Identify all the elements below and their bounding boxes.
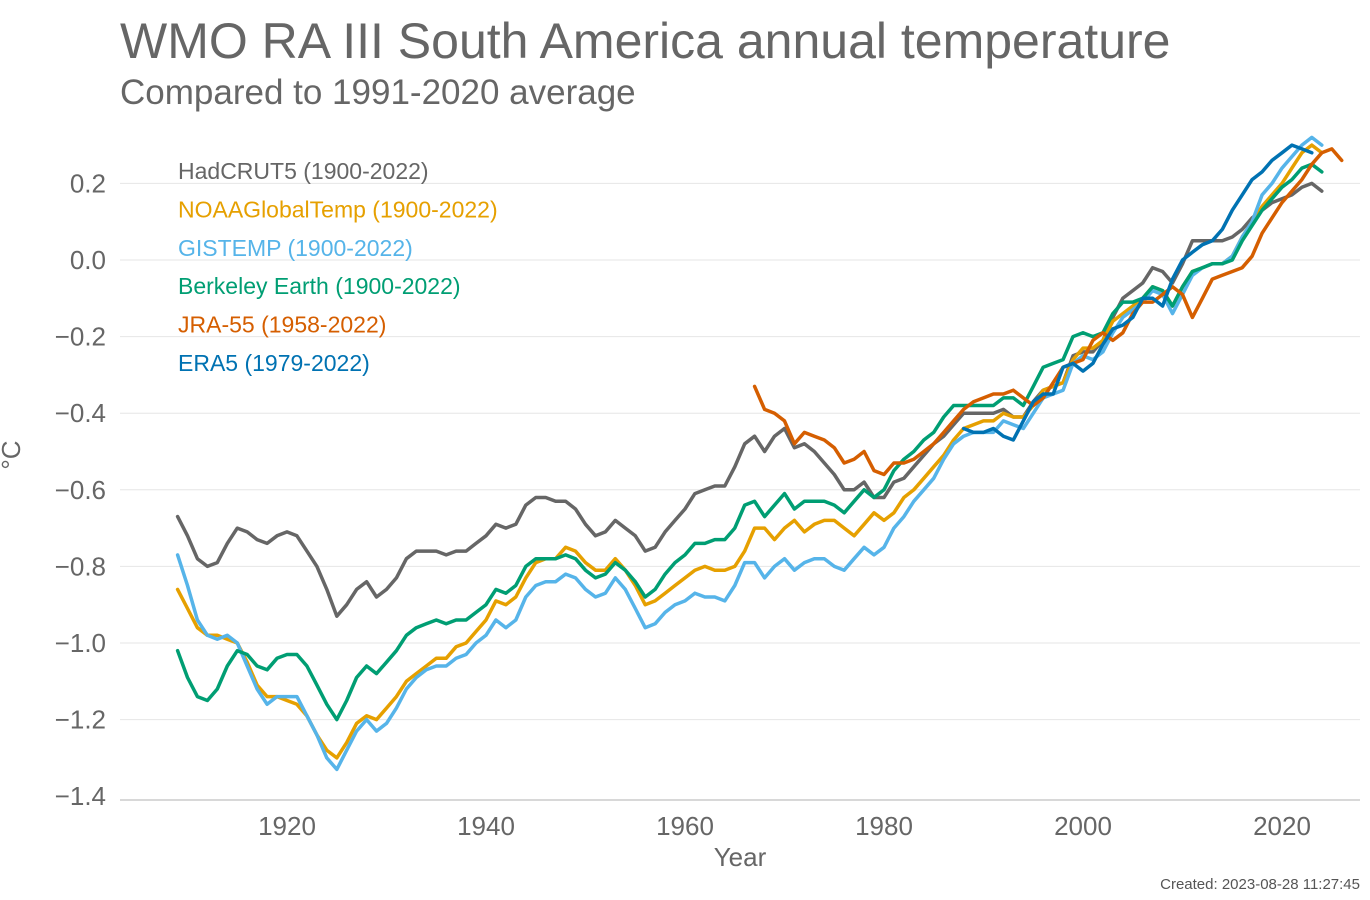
y-tick-labels: −1.4 −1.2 −1.0 −0.8 −0.6 −0.4 −0.2 0.0 0.2	[55, 168, 106, 811]
legend-entry: GISTEMP (1900-2022)	[178, 235, 413, 261]
y-tick-label: 0.2	[70, 168, 106, 198]
series-line-era5	[961, 143, 1314, 442]
x-tick-label: 1940	[457, 811, 515, 841]
series-line-gistemp	[175, 135, 1324, 772]
y-tick-label: −1.0	[55, 628, 106, 658]
x-tick-label: 2000	[1054, 811, 1112, 841]
x-tick-label: 1980	[855, 811, 913, 841]
legend-entry: HadCRUT5 (1900-2022)	[178, 158, 429, 184]
y-tick-label: −0.6	[55, 475, 106, 505]
series-line-berkeley	[175, 162, 1324, 722]
legend-entry: ERA5 (1979-2022)	[178, 350, 370, 376]
chart-title: WMO RA III South America annual temperat…	[120, 13, 1170, 69]
x-tick-label: 1960	[656, 811, 714, 841]
x-axis-label: Year	[714, 842, 767, 872]
series-line-jra-55	[752, 147, 1344, 477]
y-axis-label: °C	[0, 440, 26, 469]
legend-entry: JRA-55 (1958-2022)	[178, 312, 386, 338]
series-line-hadcrut5	[175, 181, 1324, 618]
legend-entry: Berkeley Earth (1900-2022)	[178, 273, 461, 299]
chart-subtitle: Compared to 1991-2020 average	[120, 73, 636, 112]
y-tick-label: −0.2	[55, 322, 106, 352]
series-lines	[175, 135, 1344, 772]
x-tick-labels: 1920 1940 1960 1980 2000 2020	[258, 811, 1311, 841]
y-tick-label: −1.4	[55, 781, 106, 811]
y-tick-label: −0.8	[55, 551, 106, 581]
x-tick-label: 2020	[1253, 811, 1311, 841]
gridlines	[120, 182, 1360, 721]
x-tick-label: 1920	[258, 811, 316, 841]
series-line-noaaglobaltemp	[175, 143, 1324, 760]
y-tick-label: 0.0	[70, 245, 106, 275]
legend: HadCRUT5 (1900-2022) NOAAGlobalTemp (1900…	[178, 158, 498, 376]
y-tick-label: −1.2	[55, 705, 106, 735]
legend-entry: NOAAGlobalTemp (1900-2022)	[178, 196, 498, 222]
created-timestamp: Created: 2023-08-28 11:27:45	[1160, 876, 1360, 893]
y-tick-label: −0.4	[55, 398, 106, 428]
